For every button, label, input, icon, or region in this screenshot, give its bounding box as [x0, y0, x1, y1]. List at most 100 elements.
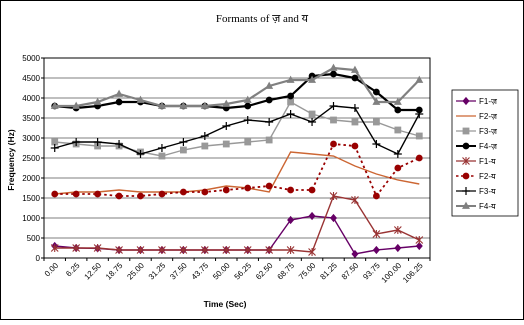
series-3-point — [287, 98, 295, 106]
series-1-point — [329, 213, 338, 223]
series-6-point — [265, 182, 273, 190]
series-6-point — [394, 164, 402, 172]
series-6-point — [244, 184, 252, 192]
legend: F1-ज़ F2-ज़ F3-ज़ F4-ज़ F1-य F2-य F3-य F4-य — [451, 89, 519, 217]
series-8-point — [179, 101, 188, 109]
y-tick-label: 1500 — [22, 194, 40, 203]
series-7-point — [243, 116, 252, 124]
series-4-point — [394, 106, 402, 114]
series-5-point — [136, 246, 145, 254]
legend-label: F2-य — [479, 172, 496, 181]
series-3-point — [244, 138, 252, 146]
series-8-point — [115, 89, 124, 97]
series-5-point — [393, 226, 402, 234]
series-5-point — [351, 196, 359, 204]
legend-swatch-marker — [462, 172, 470, 180]
series-6-point — [201, 188, 209, 196]
series-6-point — [330, 140, 337, 148]
y-tick-label: 0 — [36, 254, 41, 263]
series-6-point — [372, 192, 380, 200]
series-4-point — [115, 98, 123, 106]
series-4-point — [351, 74, 359, 82]
series-8-point — [393, 97, 402, 105]
series-7-point — [115, 140, 124, 148]
series-1-point — [394, 243, 402, 253]
legend-swatch-marker — [462, 157, 470, 165]
series-6-point — [137, 192, 144, 200]
series-5-point — [72, 244, 81, 252]
legend-swatch-marker — [462, 201, 470, 209]
series-5-point — [222, 246, 231, 254]
series-3-point — [372, 118, 380, 126]
legend-label: F4-ज़ — [479, 142, 498, 151]
series-7-point — [265, 118, 274, 126]
series-7-point — [308, 118, 317, 126]
plot-area: 0 500 1000 1500 2000 2500 3000 3500 4000 4500 5000… — [22, 54, 431, 285]
series-3-point — [265, 136, 273, 144]
series-1-point — [372, 245, 380, 255]
legend-swatch-marker — [462, 142, 470, 150]
legend-label: F3-ज़ — [479, 127, 498, 136]
series-7-point — [179, 138, 188, 146]
series-6-point — [158, 190, 166, 198]
series-7-point — [157, 144, 166, 152]
series-7-point — [350, 104, 359, 112]
series-5-point — [329, 192, 338, 200]
series-7-point — [93, 138, 102, 146]
series-8-point — [329, 63, 338, 71]
series-7-point — [222, 122, 231, 130]
series-3-point — [222, 140, 230, 148]
series-6-point — [115, 192, 123, 200]
series-6-point — [351, 142, 359, 150]
legend-label: F2-ज़ — [479, 112, 498, 121]
legend-swatch-marker — [462, 127, 470, 135]
series-4-point — [265, 96, 273, 104]
series-8-line — [54, 66, 421, 108]
series-6-point — [179, 188, 187, 196]
series-8-point — [265, 81, 274, 89]
y-tick-label: 2500 — [22, 154, 40, 163]
y-tick-label: 500 — [27, 234, 41, 243]
series-6-point — [287, 186, 295, 194]
series-1-point — [415, 241, 423, 251]
series-8-point — [415, 75, 424, 83]
series-7-point — [50, 144, 59, 152]
series-3-point — [201, 142, 209, 150]
series-7-point — [136, 150, 145, 158]
series-4-point — [287, 92, 295, 100]
series-1-point — [287, 215, 295, 225]
legend-label: F4-य — [479, 202, 496, 211]
series-8-point — [222, 99, 231, 107]
series-8-point — [200, 101, 209, 109]
series-5-point — [243, 246, 252, 254]
series-8-point — [157, 101, 166, 109]
legend-swatch-marker — [462, 187, 470, 195]
series-3-line — [54, 101, 420, 157]
series-5-point — [50, 244, 59, 252]
series-2-line — [54, 151, 420, 195]
series-5-point — [115, 246, 123, 254]
y-tick-label: 5000 — [22, 54, 40, 63]
series-6-point — [308, 186, 316, 194]
series-8-point — [372, 97, 381, 105]
series-8-point — [50, 101, 59, 109]
series-7-point — [200, 132, 209, 140]
series-5-point — [415, 236, 424, 244]
series-5-point — [308, 248, 316, 256]
series-6-point — [72, 190, 80, 198]
series-5-line — [54, 195, 420, 253]
series-8-point — [308, 75, 317, 83]
y-tick-label: 3500 — [22, 114, 40, 123]
series-8-point — [243, 95, 252, 103]
series-6-point — [415, 154, 423, 162]
y-tick-label: 4500 — [22, 74, 40, 83]
chart-title: Formants of ज़ and य — [216, 13, 309, 25]
series-6-point — [222, 186, 230, 194]
series-3-point — [394, 126, 402, 134]
series-6-line — [54, 143, 420, 198]
legend-box — [451, 89, 519, 217]
series-3-point — [351, 118, 359, 126]
series-5-point — [179, 246, 188, 254]
